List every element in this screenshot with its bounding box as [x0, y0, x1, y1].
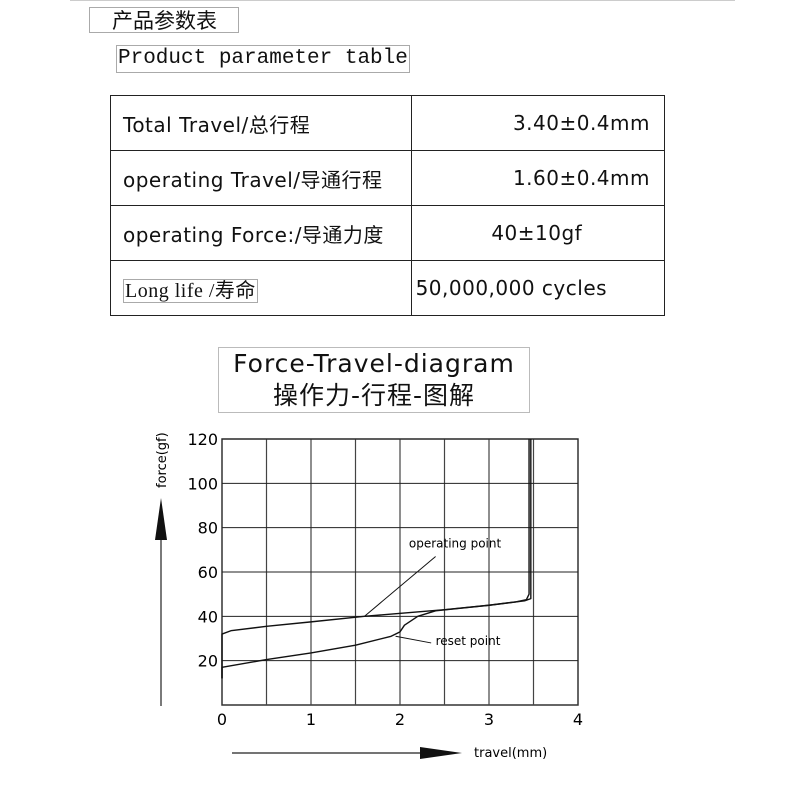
y-tick-label: 40 [198, 607, 218, 626]
top-rule [70, 0, 735, 1]
y-tick-label: 80 [198, 519, 218, 538]
table-row: Long life /寿命 50,000,000 cycles [110, 260, 666, 316]
x-tick-label: 0 [217, 710, 227, 729]
param-label: Total Travel/总行程 [110, 95, 412, 151]
y-tick-label: 100 [187, 474, 218, 493]
title-chinese: 产品参数表 [89, 7, 239, 33]
reset-point-label: reset point [436, 634, 501, 648]
x-axis-label: travel(mm) [474, 746, 547, 761]
chart-subtitle: 操作力-行程-图解 [272, 381, 476, 410]
y-tick-label: 60 [198, 563, 218, 582]
chart-title: Force-Travel-diagram [233, 349, 515, 378]
chart-title-block: Force-Travel-diagram 操作力-行程-图解 [218, 347, 530, 413]
x-tick-label: 2 [395, 710, 405, 729]
title-english: Product parameter table [116, 45, 410, 73]
operating-point-label: operating point [409, 537, 502, 551]
y-axis-label: force(gf) [155, 432, 170, 488]
reset-point-leader [395, 635, 432, 644]
y-axis-arrowhead [155, 498, 167, 540]
operating-point-leader [364, 556, 436, 617]
reset-curve [221, 439, 532, 679]
param-value: 3.40±0.4mm [410, 95, 666, 151]
y-tick-label: 120 [187, 430, 218, 449]
param-value: 50,000,000 cycles [410, 260, 666, 316]
x-tick-label: 4 [573, 710, 583, 729]
table-row: Total Travel/总行程 3.40±0.4mm [110, 95, 666, 151]
operating-curve [221, 439, 530, 679]
x-tick-label: 1 [306, 710, 316, 729]
table-row: operating Travel/导通行程 1.60±0.4mm [110, 150, 666, 206]
param-value: 40±10gf [410, 205, 666, 261]
x-tick-label: 3 [484, 710, 494, 729]
y-tick-label: 20 [198, 652, 218, 671]
parameter-table: Total Travel/总行程 3.40±0.4mm operating Tra… [110, 95, 666, 316]
param-label: Long life /寿命 [123, 278, 258, 303]
x-axis-arrowhead [420, 747, 462, 759]
